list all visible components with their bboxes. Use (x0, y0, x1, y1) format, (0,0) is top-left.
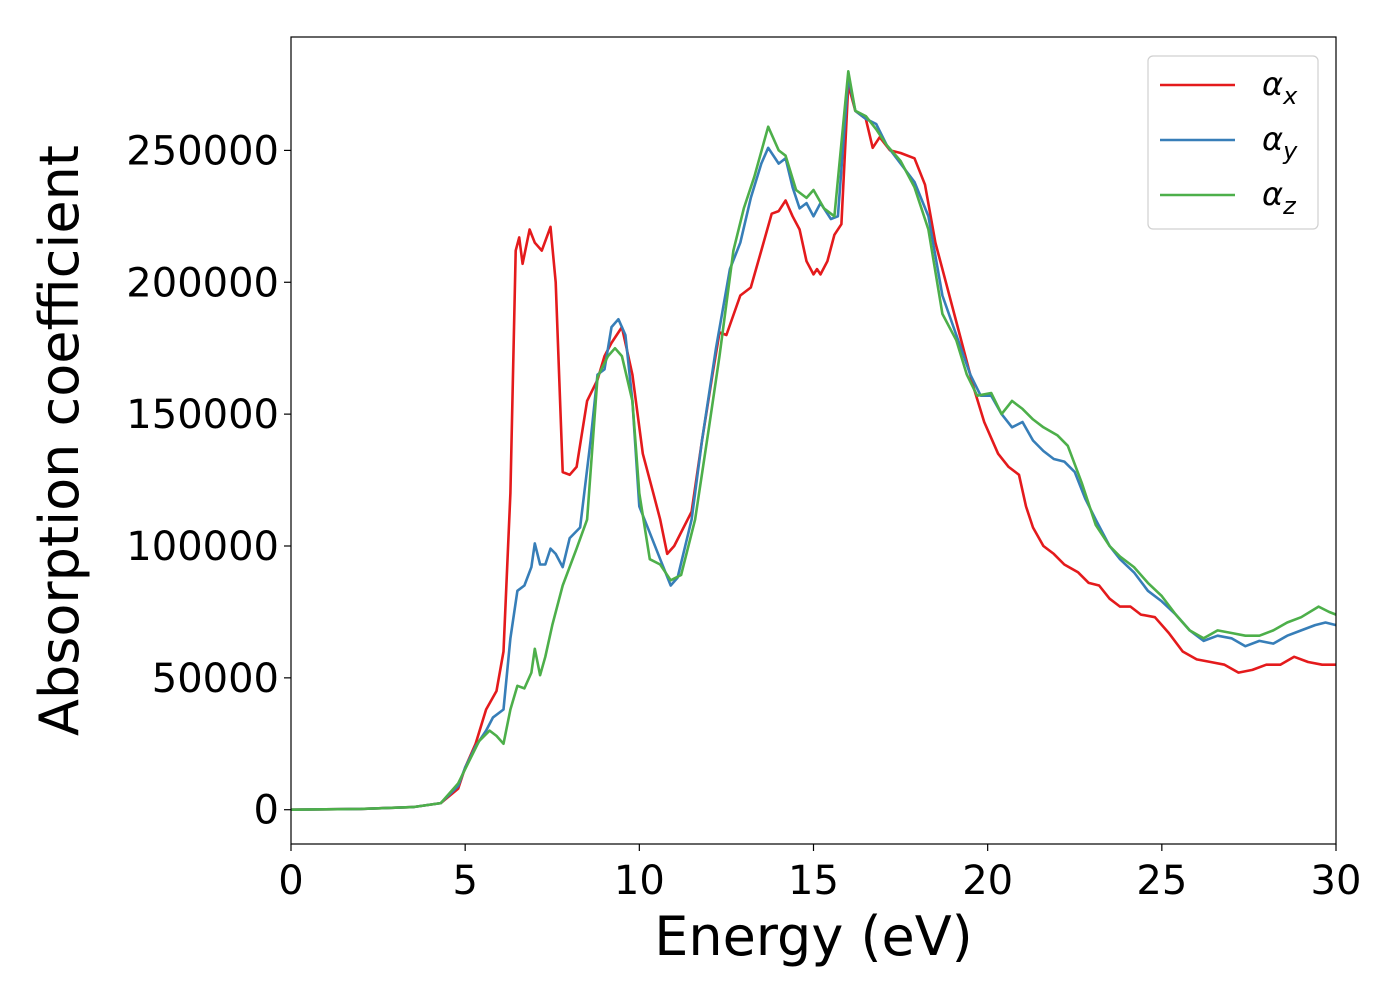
legend-label-x: αx (1262, 65, 1298, 110)
x-axis-label: Energy (eV) (654, 905, 973, 968)
x-tick-label: 30 (1311, 858, 1362, 904)
y-tick-label: 150000 (126, 392, 279, 438)
y-tick-label: 0 (254, 788, 279, 834)
x-tick-label: 0 (278, 858, 303, 904)
series-line-y (290, 75, 1337, 811)
y-tick-label: 250000 (126, 128, 279, 174)
y-tick-label: 50000 (152, 656, 279, 702)
x-tick-label: 5 (452, 858, 477, 904)
legend: αx αy αz (1147, 55, 1319, 230)
y-tick-label: 200000 (126, 260, 279, 306)
y-tick-label: 100000 (126, 524, 279, 570)
x-tick-label: 15 (788, 858, 839, 904)
series-line-z (290, 70, 1337, 811)
x-tick-label: 25 (1136, 858, 1187, 904)
series-lines (290, 70, 1337, 811)
y-axis-label: Absorption coefficient (28, 145, 91, 736)
y-axis-ticks: 0 50000 100000 150000 200000 250000 (126, 128, 291, 834)
x-tick-label: 20 (962, 858, 1013, 904)
legend-label-y: αy (1262, 120, 1298, 165)
series-line-x (290, 83, 1336, 811)
x-tick-label: 10 (614, 858, 665, 904)
legend-label-z: αz (1262, 175, 1297, 220)
legend-box (1147, 55, 1319, 230)
x-axis-ticks: 0 5 10 15 20 25 30 (278, 844, 1361, 904)
